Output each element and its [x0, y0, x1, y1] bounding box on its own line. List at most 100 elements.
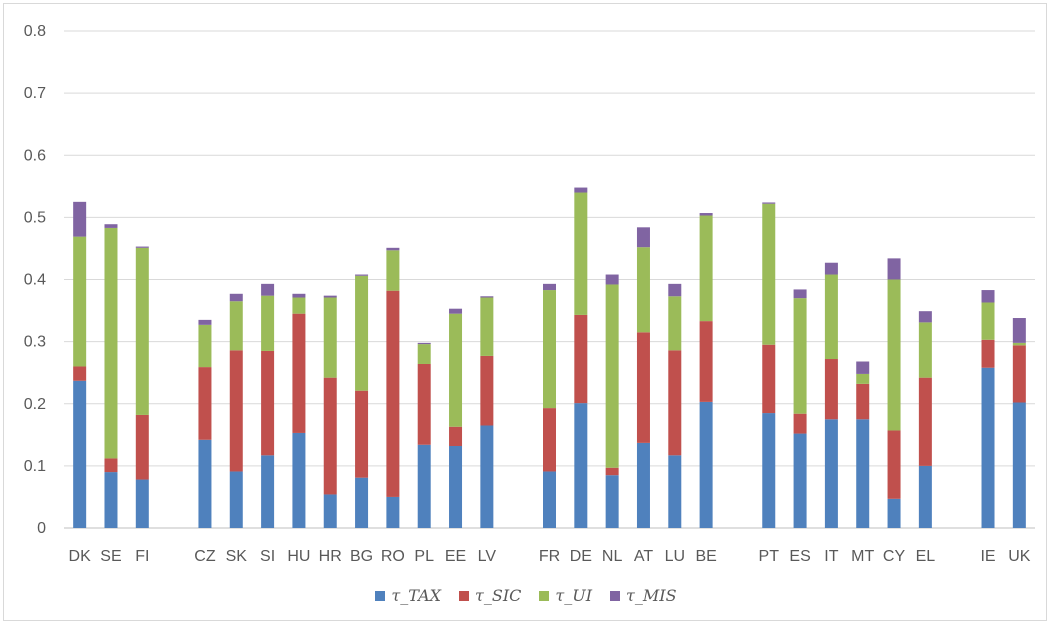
bar-segment: [386, 290, 400, 497]
bar-segment: [605, 475, 619, 528]
bar-segment: [104, 227, 118, 459]
bar-segment: [1012, 318, 1026, 343]
bar-segment: [887, 258, 901, 280]
legend-swatch: [610, 590, 621, 601]
bar-segment: [229, 301, 243, 351]
bar-segment: [636, 442, 650, 528]
bar-segment: [417, 444, 431, 528]
bar-segment: [386, 250, 400, 291]
bar-segment: [355, 275, 369, 391]
bar-segment: [1012, 345, 1026, 403]
bar-segment: [762, 413, 776, 528]
legend-item: τ_MIS: [610, 586, 677, 605]
bar-segment: [323, 295, 337, 298]
bar-segment: [1012, 402, 1026, 528]
x-tick-label: SI: [260, 548, 275, 565]
x-tick-label: HR: [319, 548, 342, 565]
bar-segment: [480, 355, 494, 426]
bar-segment: [261, 295, 275, 351]
bar-segment: [887, 498, 901, 528]
legend: τ_TAX τ_SIC τ_UI τ_MIS: [0, 586, 1052, 605]
x-tick-label: FI: [135, 548, 149, 565]
bar-segment: [543, 290, 556, 409]
bar-segment: [292, 293, 306, 298]
y-tick-label: 0.7: [24, 85, 46, 102]
bar-segment: [605, 467, 619, 476]
bar-segment: [229, 293, 243, 302]
bar-segment: [104, 472, 118, 528]
bar-segment: [699, 213, 713, 216]
bar-segment: [73, 380, 87, 528]
x-tick-label: SK: [226, 548, 248, 565]
x-tick-label: MT: [851, 548, 874, 565]
bar-segment: [449, 426, 463, 446]
bar-segment: [386, 247, 400, 251]
legend-swatch: [539, 590, 550, 601]
x-tick-label: DK: [69, 548, 92, 565]
bar-segment: [793, 433, 807, 528]
y-tick-label: 0.1: [24, 458, 46, 475]
bar-segment: [386, 496, 400, 528]
y-axis-ticks: 0 0.1 0.2 0.3 0.4 0.5 0.6 0.7 0.8: [24, 23, 46, 537]
bar-segment: [198, 367, 212, 440]
bar-segment: [449, 308, 463, 314]
bar-segment: [981, 367, 995, 528]
bar-segment: [417, 363, 431, 445]
x-tick-label: BG: [350, 548, 373, 565]
bar-segment: [824, 359, 838, 420]
bar-segment: [856, 419, 870, 528]
y-tick-label: 0.8: [24, 23, 46, 40]
bar-segment: [762, 203, 776, 345]
bar-segment: [636, 247, 650, 333]
bar-segment: [261, 350, 275, 456]
bar-segment: [574, 187, 588, 193]
bar-segment: [323, 297, 337, 378]
bar-segment: [355, 274, 369, 276]
legend-item: τ_SIC: [459, 586, 521, 605]
bar-segment: [323, 494, 337, 528]
bar-segment: [135, 414, 149, 480]
bar-segment: [762, 344, 776, 414]
bar-segment: [887, 279, 901, 431]
bar-segment: [73, 201, 87, 237]
legend-label: τ_SIC: [475, 586, 522, 605]
legend-label: τ_UI: [555, 586, 593, 605]
bar-segment: [198, 319, 212, 325]
bar-segment: [323, 377, 337, 495]
bar-segment: [981, 290, 995, 303]
bar-segment: [668, 283, 682, 297]
x-tick-label: RO: [381, 548, 405, 565]
bar-segment: [1012, 342, 1026, 346]
gridlines: [64, 30, 1035, 529]
bar-segment: [574, 314, 588, 404]
bar-segment: [229, 350, 243, 472]
bar-segment: [636, 332, 650, 443]
bar-segment: [824, 262, 838, 275]
y-tick-label: 0.6: [24, 147, 46, 164]
bar-segment: [887, 430, 901, 499]
y-tick-label: 0.3: [24, 334, 46, 351]
x-tick-label: NL: [602, 548, 623, 565]
x-tick-label: LU: [665, 548, 685, 565]
x-tick-label: UK: [1008, 548, 1031, 565]
bar-segment: [543, 283, 556, 291]
bar-segment: [574, 192, 588, 315]
bar-segment: [605, 274, 619, 285]
bar-segment: [699, 215, 713, 322]
bar-segment: [417, 344, 431, 364]
bar-segment: [668, 350, 682, 456]
bar-segment: [668, 296, 682, 351]
bar-segment: [417, 342, 431, 345]
x-tick-label: FR: [539, 548, 560, 565]
bar-segment: [574, 403, 588, 528]
x-tick-label: SE: [100, 548, 121, 565]
x-tick-label: LV: [478, 548, 497, 565]
x-tick-label: DE: [570, 548, 592, 565]
bar-segment: [793, 298, 807, 414]
x-tick-label: IT: [824, 548, 838, 565]
bar-segment: [104, 224, 118, 228]
bar-segment: [229, 471, 243, 528]
bar-segment: [135, 247, 149, 415]
legend-swatch: [459, 590, 470, 601]
bar-segment: [918, 377, 932, 466]
